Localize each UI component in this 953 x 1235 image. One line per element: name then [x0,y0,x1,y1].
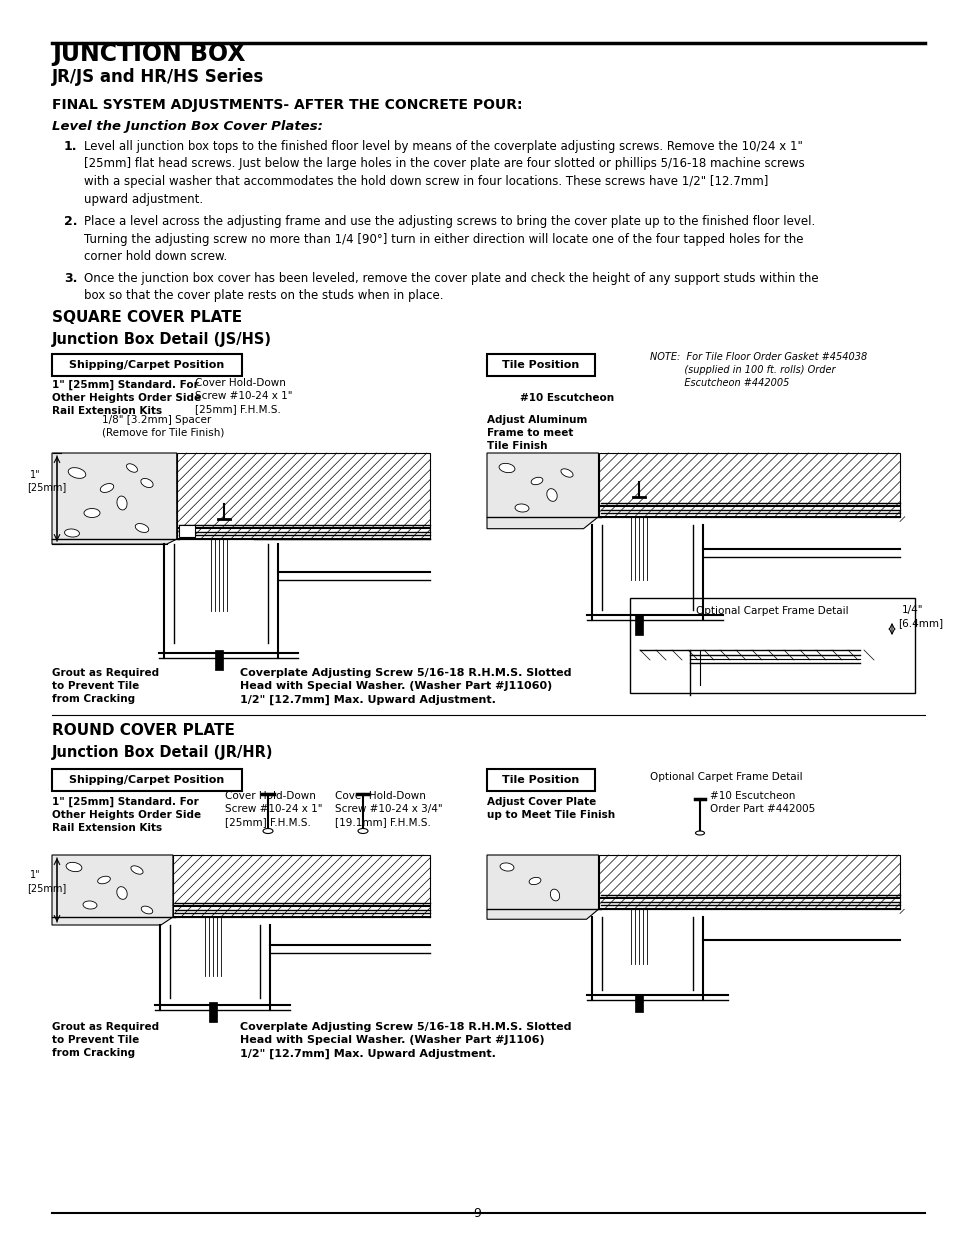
Ellipse shape [560,469,573,477]
Text: Junction Box Detail (JR/HR): Junction Box Detail (JR/HR) [52,745,274,760]
Text: Optional Carpet Frame Detail: Optional Carpet Frame Detail [649,772,801,782]
Bar [634,615,641,635]
Ellipse shape [529,877,540,884]
Text: Level all junction box tops to the finished floor level by means of the coverpla: Level all junction box tops to the finis… [84,140,804,205]
Ellipse shape [65,529,79,537]
Bar [178,525,194,537]
Ellipse shape [550,889,559,900]
Text: ROUND COVER PLATE: ROUND COVER PLATE [52,722,234,739]
Ellipse shape [84,509,100,517]
Text: [25mm]: [25mm] [27,482,66,492]
Text: Cover Hold-Down
Screw #10-24 x 1"
[25mm] F.H.M.S.: Cover Hold-Down Screw #10-24 x 1" [25mm]… [194,378,293,414]
Text: 1": 1" [30,869,41,881]
Text: 1" [25mm] Standard. For
Other Heights Order Side
Rail Extension Kits: 1" [25mm] Standard. For Other Heights Or… [52,380,201,416]
Bar [486,769,595,790]
Text: Coverplate Adjusting Screw 5/16-18 R.H.M.S. Slotted
Head with Special Washer. (W: Coverplate Adjusting Screw 5/16-18 R.H.M… [240,668,571,705]
Polygon shape [598,453,899,516]
Ellipse shape [83,902,97,909]
Polygon shape [176,453,430,540]
Polygon shape [172,855,430,918]
Text: Grout as Required
to Prevent Tile
from Cracking: Grout as Required to Prevent Tile from C… [52,1023,159,1057]
Text: Coverplate Adjusting Screw 5/16-18 R.H.M.S. Slotted
Head with Special Washer. (W: Coverplate Adjusting Screw 5/16-18 R.H.M… [240,1023,571,1058]
Text: Tile Position: Tile Position [502,776,579,785]
Text: 1.: 1. [64,140,77,153]
Text: 3.: 3. [64,272,77,285]
Ellipse shape [499,863,514,871]
Ellipse shape [68,468,86,478]
Text: Cover Hold-Down
Screw #10-24 x 3/4"
[19.1mm] F.H.M.S.: Cover Hold-Down Screw #10-24 x 3/4" [19.… [335,790,442,826]
Text: NOTE:  For Tile Floor Order Gasket #454038
           (supplied in 100 ft. rolls: NOTE: For Tile Floor Order Gasket #45403… [649,352,866,388]
Ellipse shape [66,862,82,872]
Polygon shape [52,855,172,925]
Text: 1/4": 1/4" [901,605,923,615]
Polygon shape [598,855,899,909]
Ellipse shape [116,887,127,899]
Text: SQUARE COVER PLATE: SQUARE COVER PLATE [52,310,242,325]
Text: #10 Escutcheon
Order Part #442005: #10 Escutcheon Order Part #442005 [709,790,815,814]
Text: 9: 9 [473,1207,480,1220]
Bar [486,354,595,375]
Text: 1/8" [3.2mm] Spacer
(Remove for Tile Finish): 1/8" [3.2mm] Spacer (Remove for Tile Fin… [102,415,224,437]
Ellipse shape [695,831,703,835]
Ellipse shape [515,504,528,513]
Text: Once the junction box cover has been leveled, remove the cover plate and check t: Once the junction box cover has been lev… [84,272,818,303]
Text: JR/JS and HR/HS Series: JR/JS and HR/HS Series [52,68,264,86]
Text: Grout as Required
to Prevent Tile
from Cracking: Grout as Required to Prevent Tile from C… [52,668,159,704]
Text: Junction Box Detail (JS/HS): Junction Box Detail (JS/HS) [52,332,272,347]
Bar [52,769,242,790]
Ellipse shape [97,876,111,884]
Ellipse shape [546,489,557,501]
Ellipse shape [263,829,273,834]
Ellipse shape [100,484,113,493]
Text: [6.4mm]: [6.4mm] [897,618,943,629]
Text: JUNCTION BOX: JUNCTION BOX [52,42,245,65]
Polygon shape [52,453,176,545]
Text: 2.: 2. [64,215,77,228]
Bar [629,598,914,693]
Text: Adjust Aluminum
Frame to meet
Tile Finish: Adjust Aluminum Frame to meet Tile Finis… [486,415,587,451]
Ellipse shape [117,496,127,510]
Text: [25mm]: [25mm] [27,883,66,893]
Text: Shipping/Carpet Position: Shipping/Carpet Position [70,359,224,370]
Polygon shape [486,453,598,529]
Bar [214,650,222,671]
Ellipse shape [135,524,149,532]
Ellipse shape [498,463,515,473]
Text: Level the Junction Box Cover Plates:: Level the Junction Box Cover Plates: [52,120,322,133]
Bar [209,1002,216,1023]
Text: 1" [25mm] Standard. For
Other Heights Order Side
Rail Extension Kits: 1" [25mm] Standard. For Other Heights Or… [52,797,201,832]
Text: Shipping/Carpet Position: Shipping/Carpet Position [70,776,224,785]
Text: 1": 1" [30,471,41,480]
Bar [634,994,641,1011]
Text: Tile Position: Tile Position [502,359,579,370]
Ellipse shape [127,463,137,472]
Ellipse shape [131,866,143,874]
Ellipse shape [141,478,153,488]
Bar [52,354,242,375]
Ellipse shape [141,906,152,914]
Text: Optional Carpet Frame Detail: Optional Carpet Frame Detail [696,606,848,616]
Text: Cover Hold-Down
Screw #10-24 x 1"
[25mm] F.H.M.S.: Cover Hold-Down Screw #10-24 x 1" [25mm]… [225,790,322,826]
Ellipse shape [531,477,542,484]
Text: FINAL SYSTEM ADJUSTMENTS- AFTER THE CONCRETE POUR:: FINAL SYSTEM ADJUSTMENTS- AFTER THE CONC… [52,98,522,112]
Ellipse shape [357,829,368,834]
Text: Adjust Cover Plate
up to Meet Tile Finish: Adjust Cover Plate up to Meet Tile Finis… [486,797,615,820]
Text: Place a level across the adjusting frame and use the adjusting screws to bring t: Place a level across the adjusting frame… [84,215,815,263]
Text: #10 Escutcheon: #10 Escutcheon [519,393,614,403]
Polygon shape [486,855,598,919]
